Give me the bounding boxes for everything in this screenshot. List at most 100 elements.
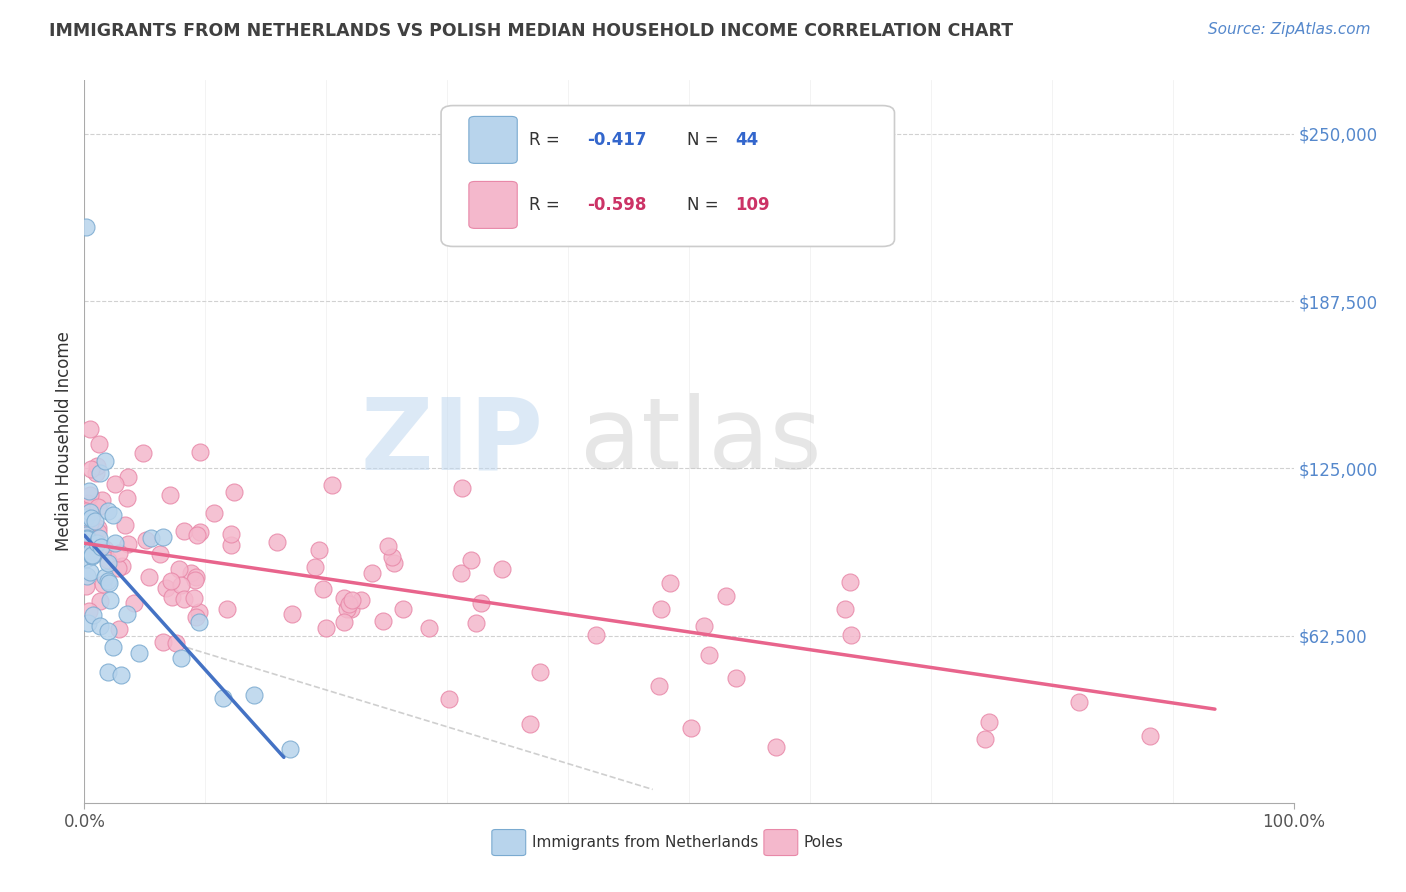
Point — [281, 607, 304, 621]
Point — [97, 665, 120, 679]
Point — [84, 466, 107, 480]
Point — [470, 596, 492, 610]
Point — [188, 615, 211, 629]
Point — [315, 621, 337, 635]
Point — [97, 504, 120, 518]
Point — [337, 598, 360, 612]
Point — [167, 562, 190, 576]
Point — [188, 445, 211, 459]
Point — [138, 570, 160, 584]
Point — [321, 478, 343, 492]
Point — [692, 618, 714, 632]
Point — [107, 622, 129, 636]
Point — [79, 422, 101, 436]
Point — [451, 481, 474, 495]
Point — [87, 521, 110, 535]
Point — [128, 647, 150, 661]
Point — [382, 557, 405, 571]
Point — [91, 492, 114, 507]
Point — [101, 508, 124, 522]
Point — [697, 648, 720, 663]
Text: N =: N = — [686, 131, 724, 149]
Text: IMMIGRANTS FROM NETHERLANDS VS POLISH MEDIAN HOUSEHOLD INCOME CORRELATION CHART: IMMIGRANTS FROM NETHERLANDS VS POLISH ME… — [49, 22, 1014, 40]
Point — [465, 615, 488, 630]
Point — [86, 536, 108, 550]
Point — [139, 532, 162, 546]
Point — [418, 621, 440, 635]
Point — [266, 534, 288, 549]
Point — [973, 732, 995, 747]
Point — [212, 690, 235, 705]
Point — [80, 549, 103, 563]
Point — [173, 524, 195, 539]
Point — [491, 562, 513, 576]
Point — [114, 517, 136, 532]
Point — [170, 651, 193, 665]
Point — [165, 636, 187, 650]
Text: Immigrants from Netherlands: Immigrants from Netherlands — [531, 835, 758, 850]
Point — [94, 570, 117, 584]
Point — [87, 531, 110, 545]
Point — [86, 458, 108, 473]
Point — [76, 496, 98, 510]
Point — [79, 565, 101, 579]
Point — [332, 615, 354, 629]
Point — [380, 550, 402, 565]
Point — [450, 566, 472, 580]
Point — [77, 530, 100, 544]
Point — [79, 505, 101, 519]
Point — [80, 511, 103, 525]
Point — [83, 545, 105, 559]
Point — [183, 591, 205, 605]
Point — [160, 574, 183, 589]
Point — [76, 532, 98, 546]
Point — [184, 569, 207, 583]
Point — [122, 596, 145, 610]
Point — [115, 607, 138, 621]
Point — [103, 640, 125, 654]
Text: ZIP: ZIP — [361, 393, 544, 490]
Point — [332, 591, 354, 606]
Point — [149, 547, 172, 561]
Point — [84, 514, 107, 528]
Text: -0.417: -0.417 — [588, 131, 647, 149]
Point — [342, 593, 364, 607]
Point — [104, 477, 127, 491]
Point — [75, 506, 97, 520]
Point — [75, 509, 97, 524]
Point — [91, 577, 114, 591]
Point — [117, 470, 139, 484]
Point — [76, 568, 98, 582]
Point — [979, 715, 1001, 730]
Point — [373, 615, 395, 629]
Point — [97, 624, 120, 638]
Point — [839, 628, 862, 642]
Point — [98, 592, 121, 607]
Point — [184, 610, 207, 624]
Point — [87, 500, 110, 515]
Point — [87, 437, 110, 451]
Point — [80, 508, 103, 523]
Text: Poles: Poles — [804, 835, 844, 850]
Point — [89, 594, 111, 608]
Point — [115, 491, 138, 506]
Point — [77, 484, 100, 499]
Point — [75, 220, 97, 235]
Point — [117, 537, 139, 551]
Point — [529, 665, 551, 680]
Point — [110, 668, 132, 682]
Point — [312, 582, 335, 596]
Point — [361, 566, 384, 581]
Point — [76, 616, 98, 631]
Text: R =: R = — [529, 131, 565, 149]
Point — [87, 525, 110, 540]
Point — [304, 559, 326, 574]
Point — [519, 717, 541, 731]
Point — [135, 533, 157, 548]
Point — [188, 525, 211, 540]
Point — [242, 688, 264, 702]
Point — [350, 592, 373, 607]
FancyBboxPatch shape — [468, 181, 517, 228]
Point — [159, 488, 181, 502]
Point — [97, 556, 120, 570]
